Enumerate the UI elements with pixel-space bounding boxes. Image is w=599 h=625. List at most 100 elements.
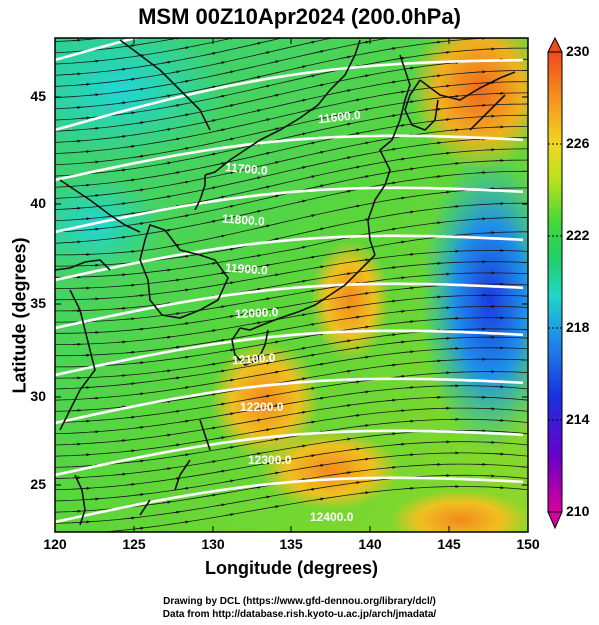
y-axis-label: Latitude (degrees): [9, 237, 30, 394]
wind-arrow: [431, 175, 442, 179]
wind-arrow: [224, 171, 235, 175]
wind-arrow: [89, 160, 100, 164]
wind-arrow: [260, 84, 271, 88]
wind-arrow: [350, 447, 361, 451]
wind-arrow: [260, 361, 271, 365]
wind-arrow: [116, 101, 127, 105]
wind-arrow: [206, 460, 217, 464]
wind-arrow: [440, 371, 451, 375]
wind-arrow: [206, 362, 217, 366]
wind-arrow: [71, 38, 82, 42]
wind-arrow: [494, 418, 505, 422]
wind-arrow: [432, 8, 441, 9]
height-contour-line: [55, 429, 524, 477]
wind-arrow: [179, 486, 190, 490]
wind-arrow: [314, 362, 325, 366]
wind-arrow: [125, 415, 136, 419]
wind-arrow: [125, 250, 136, 254]
wind-arrow: [305, 289, 316, 293]
wind-arrow: [260, 51, 271, 55]
colorbar-tick-label: 210: [566, 503, 590, 519]
wind-arrow: [170, 443, 181, 447]
wind-arrow: [350, 481, 361, 485]
wind-arrow: [341, 339, 352, 343]
wind-arrow: [269, 307, 280, 310]
wind-arrow: [161, 369, 172, 373]
wind-arrow: [270, 27, 279, 29]
wind-arrow: [269, 93, 280, 98]
wind-arrow: [206, 119, 217, 123]
wind-arrow: [305, 353, 316, 357]
colorbar-tick-label: 214: [566, 411, 590, 427]
wind-arrow: [531, 338, 540, 339]
wind-arrow: [134, 425, 145, 429]
wind-arrow: [134, 222, 145, 226]
wind-arrow: [269, 505, 280, 509]
wind-arrow: [215, 469, 226, 473]
wind-arrow: [206, 329, 217, 333]
height-contour-line: [55, 58, 524, 132]
wind-arrow: [269, 237, 280, 241]
wind-arrow: [386, 114, 397, 118]
wind-arrow: [224, 247, 235, 251]
wind-arrow: [305, 141, 316, 145]
wind-arrow: [224, 70, 235, 74]
figure-title: MSM 00Z10Apr2024 (200.0hPa): [138, 4, 461, 29]
wind-arrow: [314, 227, 325, 231]
wind-arrow: [260, 224, 271, 228]
wind-arrow: [89, 194, 100, 198]
wind-arrow: [449, 94, 460, 98]
wind-arrow: [134, 87, 145, 91]
wind-arrow: [395, 442, 406, 446]
wind-streamline: [55, 38, 392, 99]
x-tick-label: 145: [437, 536, 461, 552]
wind-arrow: [296, 347, 307, 350]
wind-arrow: [350, 413, 361, 417]
wind-arrow: [116, 67, 127, 71]
wind-arrow: [215, 195, 226, 199]
wind-arrow: [350, 346, 361, 350]
wind-arrow: [440, 84, 451, 88]
wind-arrow: [251, 210, 262, 214]
wind-arrow: [431, 359, 442, 363]
y-tick-label: 40: [30, 195, 46, 211]
wind-arrow: [531, 479, 540, 480]
wind-arrow: [179, 453, 190, 457]
wind-arrow: [251, 109, 262, 113]
wind-streamline: [55, 137, 528, 211]
wind-arrow: [117, 35, 126, 36]
wind-arrow: [116, 306, 127, 310]
wind-arrow: [431, 40, 442, 44]
wind-arrow: [116, 340, 127, 344]
wind-arrow: [269, 340, 280, 344]
wind-arrow: [341, 55, 352, 59]
wind-arrow: [396, 24, 405, 25]
wind-arrow: [251, 485, 262, 489]
wind-arrow: [161, 400, 172, 403]
wind-arrow: [404, 386, 415, 390]
wind-arrow: [179, 386, 190, 390]
wind-arrow: [305, 40, 316, 45]
wind-arrow: [494, 385, 505, 389]
wind-arrow: [125, 482, 136, 486]
wind-arrow: [341, 272, 352, 276]
wind-arrow: [161, 268, 172, 272]
wind-arrow: [341, 404, 352, 407]
wind-arrow: [179, 322, 190, 326]
wind-arrow: [161, 335, 172, 339]
wind-arrow: [476, 171, 487, 175]
wind-arrow: [431, 221, 442, 225]
wind-arrow: [296, 166, 307, 170]
wind-arrow: [350, 204, 361, 208]
wind-arrow: [386, 432, 397, 436]
wind-arrow: [80, 217, 91, 221]
wind-arrow: [80, 520, 91, 524]
wind-arrow: [161, 60, 172, 64]
wind-arrow: [315, 17, 324, 19]
wind-arrow: [269, 194, 280, 198]
wind-arrow: [449, 162, 460, 165]
wind-arrow: [269, 471, 280, 475]
wind-arrow: [449, 205, 460, 209]
wind-arrow: [206, 220, 217, 224]
